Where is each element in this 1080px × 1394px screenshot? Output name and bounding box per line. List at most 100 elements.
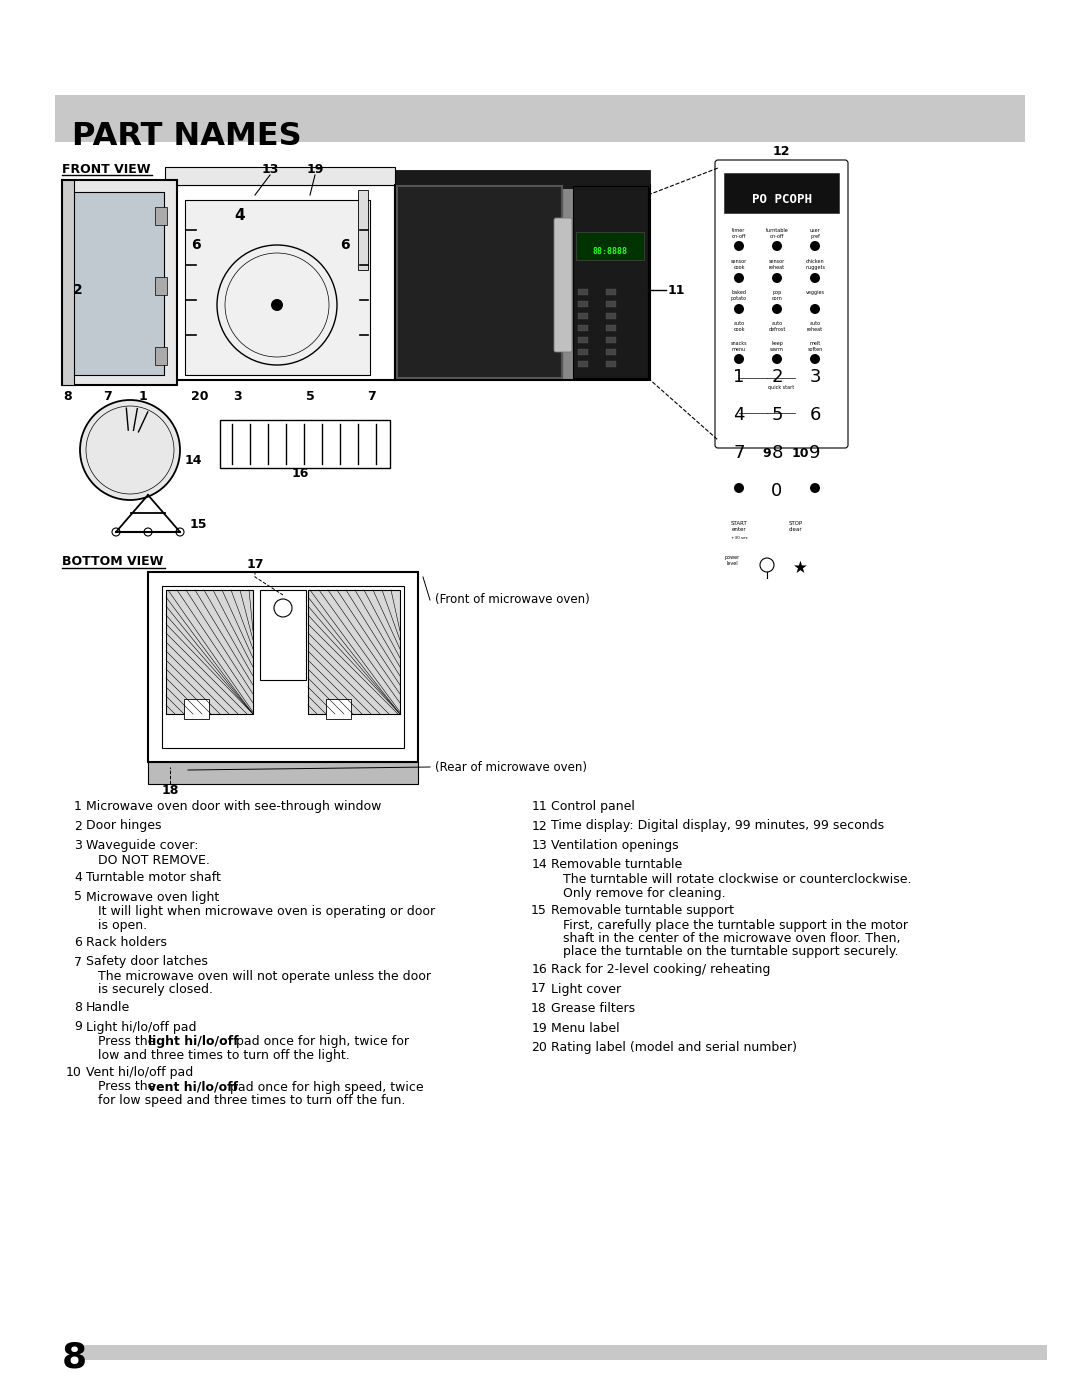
Text: 11: 11	[669, 283, 686, 297]
Text: 20: 20	[191, 390, 208, 403]
Text: 1: 1	[733, 368, 745, 386]
Text: First, carefully place the turntable support in the motor: First, carefully place the turntable sup…	[563, 919, 908, 931]
Text: 19: 19	[531, 1022, 546, 1034]
Text: It will light when microwave oven is operating or door: It will light when microwave oven is ope…	[98, 905, 435, 919]
Text: chicken
nuggets: chicken nuggets	[805, 259, 825, 270]
Text: 15: 15	[190, 519, 207, 531]
Bar	[578, 361, 588, 367]
Text: melt
soften: melt soften	[808, 342, 823, 351]
Bar	[148, 572, 418, 763]
Text: Press the: Press the	[98, 1080, 160, 1093]
Text: 3: 3	[232, 390, 241, 403]
Text: auto
reheat: auto reheat	[807, 321, 823, 332]
Bar	[165, 167, 395, 185]
Bar	[82, 1345, 1047, 1361]
Bar	[156, 277, 167, 296]
Bar	[55, 95, 1025, 142]
Bar	[556, 220, 570, 350]
Text: auto
cook: auto cook	[733, 321, 745, 332]
Text: Removable turntable: Removable turntable	[551, 859, 683, 871]
Text: 20: 20	[531, 1041, 546, 1054]
Bar	[166, 590, 253, 714]
Text: Time display: Digital display, 99 minutes, 99 seconds: Time display: Digital display, 99 minute…	[551, 820, 885, 832]
Text: 13: 13	[261, 163, 279, 176]
Text: 6: 6	[75, 935, 82, 949]
Text: DO NOT REMOVE.: DO NOT REMOVE.	[98, 853, 210, 867]
Text: power
level: power level	[725, 555, 740, 566]
Text: timer
on-off: timer on-off	[732, 229, 746, 238]
Text: shaft in the center of the microwave oven floor. Then,: shaft in the center of the microwave ove…	[563, 933, 901, 945]
Text: 1: 1	[75, 800, 82, 813]
Circle shape	[734, 482, 744, 493]
Text: +30 sec: +30 sec	[730, 537, 747, 539]
Text: 88:8888: 88:8888	[593, 247, 627, 256]
Text: 11: 11	[531, 800, 546, 813]
Circle shape	[772, 241, 782, 251]
Bar	[606, 301, 616, 307]
Text: ★: ★	[793, 559, 808, 577]
Bar	[606, 314, 616, 319]
Text: 2: 2	[73, 283, 83, 297]
FancyBboxPatch shape	[554, 217, 572, 353]
Text: 19: 19	[307, 163, 324, 176]
Text: Grease filters: Grease filters	[551, 1002, 635, 1015]
Text: 18: 18	[531, 1002, 546, 1015]
Text: The microwave oven will not operate unless the door: The microwave oven will not operate unle…	[98, 970, 431, 983]
Circle shape	[810, 304, 820, 314]
Text: 14: 14	[531, 859, 546, 871]
Text: Only remove for cleaning.: Only remove for cleaning.	[563, 887, 726, 899]
Bar	[156, 347, 167, 365]
Text: 5: 5	[75, 891, 82, 903]
FancyBboxPatch shape	[715, 160, 848, 447]
Text: 5: 5	[306, 390, 314, 403]
Text: 5: 5	[771, 406, 783, 424]
Bar	[606, 348, 616, 355]
Text: for low speed and three times to turn off the fun.: for low speed and three times to turn of…	[98, 1094, 405, 1107]
Bar	[260, 590, 306, 680]
Bar	[606, 325, 616, 330]
Text: Rack holders: Rack holders	[86, 935, 167, 949]
Text: 9: 9	[809, 445, 821, 461]
Text: 12: 12	[773, 145, 791, 158]
Bar	[397, 185, 562, 378]
Text: Light cover: Light cover	[551, 983, 621, 995]
Text: 9: 9	[762, 447, 771, 460]
Text: 7: 7	[104, 390, 112, 403]
Text: 3: 3	[809, 368, 821, 386]
Bar	[606, 361, 616, 367]
Text: 8: 8	[62, 1340, 87, 1374]
Text: user
pref: user pref	[810, 229, 821, 238]
Bar	[578, 337, 588, 343]
Text: Menu label: Menu label	[551, 1022, 620, 1034]
Bar	[184, 698, 210, 719]
Bar	[165, 185, 395, 381]
Text: 2: 2	[771, 368, 783, 386]
Text: 3: 3	[75, 839, 82, 852]
Text: Safety door latches: Safety door latches	[86, 955, 207, 969]
Circle shape	[734, 354, 744, 364]
Text: Control panel: Control panel	[551, 800, 635, 813]
Text: vent hi/lo/off: vent hi/lo/off	[148, 1080, 238, 1093]
Bar	[185, 199, 370, 375]
Bar	[357, 190, 368, 270]
Text: pad once for high speed, twice: pad once for high speed, twice	[226, 1080, 423, 1093]
Text: 7: 7	[367, 390, 376, 403]
Text: low and three times to turn off the light.: low and three times to turn off the ligh…	[98, 1048, 350, 1061]
Text: Door hinges: Door hinges	[86, 820, 162, 832]
Text: Microwave oven door with see-through window: Microwave oven door with see-through win…	[86, 800, 381, 813]
Bar	[606, 289, 616, 296]
Text: (Rear of microwave oven): (Rear of microwave oven)	[435, 761, 588, 774]
Bar	[156, 206, 167, 224]
Text: START
enter: START enter	[731, 521, 747, 531]
Text: Vent hi/lo/off pad: Vent hi/lo/off pad	[86, 1066, 193, 1079]
Text: 14: 14	[185, 453, 203, 467]
Bar	[62, 180, 75, 385]
Text: 17: 17	[246, 558, 264, 572]
Text: 1: 1	[138, 390, 147, 403]
Text: 18: 18	[161, 783, 178, 797]
Text: 17: 17	[531, 983, 546, 995]
Text: 6: 6	[809, 406, 821, 424]
Text: 2: 2	[75, 820, 82, 832]
Bar	[72, 192, 164, 375]
Text: FRONT VIEW: FRONT VIEW	[62, 163, 150, 176]
